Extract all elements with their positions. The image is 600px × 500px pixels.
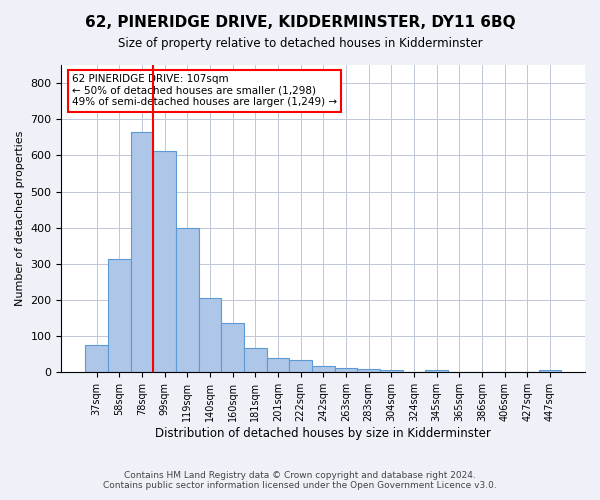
Text: Size of property relative to detached houses in Kidderminster: Size of property relative to detached ho…: [118, 38, 482, 51]
Bar: [289, 360, 312, 372]
Bar: [199, 298, 221, 372]
Bar: [221, 324, 244, 372]
Bar: [312, 366, 335, 372]
Bar: [85, 345, 108, 372]
X-axis label: Distribution of detached houses by size in Kidderminster: Distribution of detached houses by size …: [155, 427, 491, 440]
Bar: [244, 348, 266, 372]
Y-axis label: Number of detached properties: Number of detached properties: [15, 131, 25, 306]
Bar: [425, 370, 448, 372]
Text: 62, PINERIDGE DRIVE, KIDDERMINSTER, DY11 6BQ: 62, PINERIDGE DRIVE, KIDDERMINSTER, DY11…: [85, 15, 515, 30]
Bar: [108, 260, 131, 372]
Bar: [335, 368, 357, 372]
Bar: [153, 151, 176, 372]
Bar: [176, 228, 199, 372]
Bar: [380, 370, 403, 372]
Bar: [266, 358, 289, 372]
Text: 62 PINERIDGE DRIVE: 107sqm
← 50% of detached houses are smaller (1,298)
49% of s: 62 PINERIDGE DRIVE: 107sqm ← 50% of deta…: [72, 74, 337, 108]
Text: Contains HM Land Registry data © Crown copyright and database right 2024.
Contai: Contains HM Land Registry data © Crown c…: [103, 470, 497, 490]
Bar: [357, 368, 380, 372]
Bar: [539, 370, 561, 372]
Bar: [131, 132, 153, 372]
